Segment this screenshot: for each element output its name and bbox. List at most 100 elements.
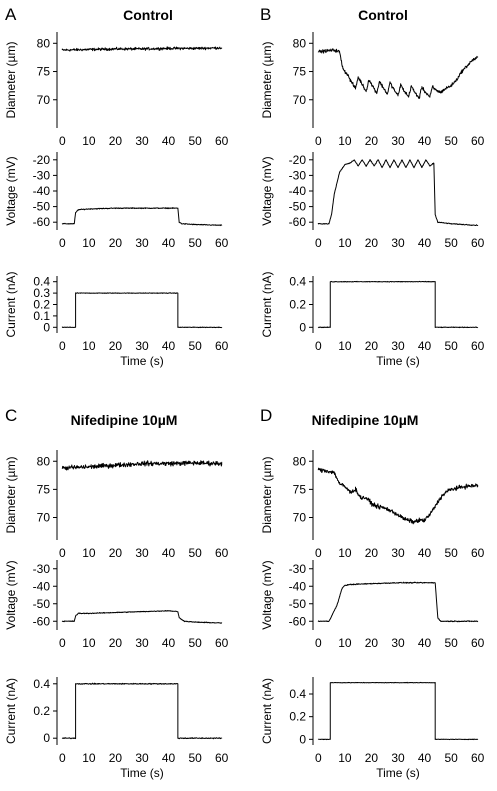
y-axis-label: Voltage (mV) [260, 156, 274, 225]
y-tick-label: 70 [37, 93, 51, 107]
x-tick-label: 30 [135, 636, 149, 650]
x-tick-label: 40 [418, 636, 432, 650]
y-tick-label: -40 [289, 579, 307, 593]
x-tick-label: 20 [365, 636, 379, 650]
x-tick-label: 60 [215, 636, 229, 650]
x-tick-label: 40 [162, 134, 176, 148]
y-tick-label: -20 [289, 153, 307, 167]
y-tick-label: 0.2 [289, 710, 306, 724]
subplot-voltage: -30 -40 -50 -60 Voltage (mV) 0 10 20 30 40 50 60 [260, 560, 485, 650]
x-tick-label: 40 [162, 236, 176, 250]
x-tick-label: 30 [135, 546, 149, 560]
y-tick-label: -30 [289, 562, 307, 576]
series-line [61, 46, 223, 52]
y-tick-label: 0.2 [33, 704, 50, 718]
y-tick-label: 0.4 [33, 275, 50, 289]
y-tick-label: 80 [293, 36, 307, 50]
y-tick-label: 70 [37, 511, 51, 525]
x-tick-label: 50 [444, 751, 458, 765]
x-tick-label: 30 [391, 339, 405, 353]
x-tick-label: 20 [365, 751, 379, 765]
x-tick-label: 40 [418, 134, 432, 148]
x-tick-label: 0 [59, 339, 66, 353]
x-tick-label: 50 [188, 546, 202, 560]
series-line [61, 292, 223, 329]
y-tick-label: 0 [299, 732, 306, 746]
panel-a: A Control 70 75 80 Diameter (µm) 0 10 20 30 40 50 60… [4, 5, 229, 368]
y-tick-label: -60 [33, 614, 51, 628]
y-tick-label: -40 [33, 184, 51, 198]
x-tick-label: 0 [315, 134, 322, 148]
y-axis-label: Current (nA) [4, 271, 18, 337]
y-tick-label: 0.4 [289, 687, 306, 701]
y-axis-label: Voltage (mV) [4, 560, 18, 629]
panel-label: D [260, 406, 272, 425]
x-tick-label: 60 [471, 236, 485, 250]
y-tick-label: 80 [37, 454, 51, 468]
y-axis-label: Current (nA) [260, 678, 274, 744]
x-tick-label: 30 [391, 236, 405, 250]
panel-title: Nifedipine 10µM [312, 412, 419, 428]
x-tick-label: 60 [215, 236, 229, 250]
y-tick-label: 0.2 [33, 298, 50, 312]
y-tick-label: 0.4 [289, 275, 306, 289]
y-tick-label: -30 [289, 168, 307, 182]
x-tick-label: 0 [59, 751, 66, 765]
x-tick-label: 60 [215, 546, 229, 560]
x-tick-label: 40 [162, 339, 176, 353]
x-tick-label: 40 [418, 236, 432, 250]
x-tick-label: 30 [391, 636, 405, 650]
y-tick-label: 75 [293, 65, 307, 79]
y-tick-label: 80 [293, 454, 307, 468]
x-axis-label: Time (s) [376, 354, 420, 368]
series-line [61, 610, 223, 624]
x-tick-label: 20 [365, 134, 379, 148]
series-line [61, 207, 223, 227]
y-tick-label: 0.1 [33, 309, 50, 323]
panel-b: B Control 70 75 80 Diameter (µm) 0 10 20 30 40 50 60… [260, 5, 485, 368]
x-tick-label: 10 [338, 636, 352, 650]
series-line [317, 280, 479, 329]
x-tick-label: 10 [338, 546, 352, 560]
y-tick-label: -50 [289, 597, 307, 611]
y-axis-label: Diameter (µm) [260, 42, 274, 119]
y-tick-label: 75 [37, 65, 51, 79]
y-tick-label: 0.2 [289, 298, 306, 312]
y-tick-label: 75 [293, 482, 307, 496]
x-tick-label: 50 [444, 236, 458, 250]
panel-title: Control [123, 7, 173, 23]
x-tick-label: 10 [82, 134, 96, 148]
x-tick-label: 20 [109, 546, 123, 560]
x-tick-label: 60 [215, 339, 229, 353]
x-tick-label: 0 [59, 134, 66, 148]
x-tick-label: 0 [59, 236, 66, 250]
x-tick-label: 10 [82, 546, 96, 560]
x-tick-label: 40 [162, 751, 176, 765]
x-tick-label: 40 [418, 546, 432, 560]
x-tick-label: 0 [59, 636, 66, 650]
y-tick-label: -30 [33, 168, 51, 182]
x-tick-label: 20 [109, 339, 123, 353]
x-tick-label: 30 [391, 546, 405, 560]
x-tick-label: 30 [135, 751, 149, 765]
x-tick-label: 40 [418, 751, 432, 765]
x-tick-label: 10 [82, 236, 96, 250]
x-tick-label: 60 [215, 751, 229, 765]
y-axis-label: Current (nA) [4, 678, 18, 744]
series-line [317, 681, 479, 741]
y-tick-label: -60 [33, 215, 51, 229]
x-tick-label: 10 [338, 134, 352, 148]
y-tick-label: -40 [289, 184, 307, 198]
series-line [61, 460, 223, 471]
y-tick-label: -50 [33, 597, 51, 611]
x-tick-label: 30 [135, 134, 149, 148]
x-tick-label: 10 [82, 751, 96, 765]
series-line [317, 581, 479, 623]
y-tick-label: -50 [289, 200, 307, 214]
subplot-current: 0 0.2 0.4 Current (nA) 0 10 20 30 40 50 60 Time (s) [260, 271, 485, 368]
x-tick-label: 10 [338, 236, 352, 250]
x-tick-label: 50 [188, 636, 202, 650]
x-axis-label: Time (s) [120, 766, 164, 780]
x-tick-label: 50 [188, 751, 202, 765]
subplot-diameter: 70 75 80 Diameter (µm) 0 10 20 30 40 50 60 [260, 450, 485, 560]
